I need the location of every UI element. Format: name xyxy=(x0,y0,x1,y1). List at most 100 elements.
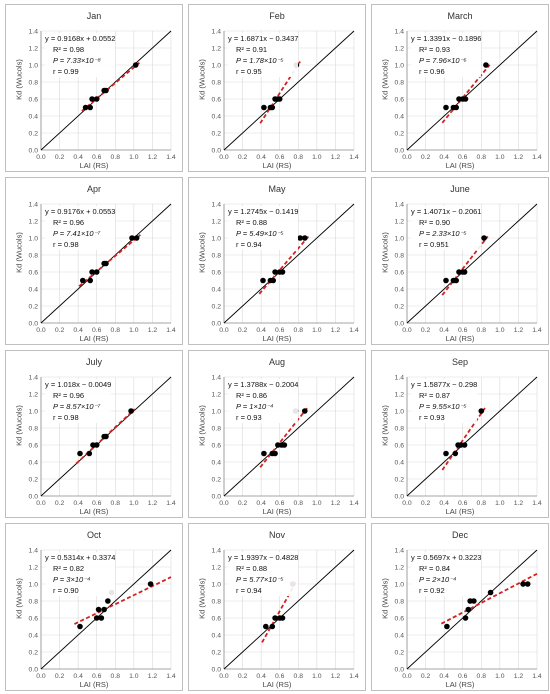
y-tick-label: 0.0 xyxy=(29,147,39,154)
y-tick-label: 0.4 xyxy=(212,459,222,466)
x-tick-label: 0.8 xyxy=(294,673,304,680)
regression-equation: y = 0.5314x + 0.3374 xyxy=(45,553,116,562)
data-point xyxy=(483,62,489,68)
y-tick-label: 1.0 xyxy=(395,235,405,242)
data-point xyxy=(279,269,286,275)
identity-line xyxy=(406,549,538,670)
trend-line xyxy=(78,234,141,288)
regression-equation: y = 1.3391x − 0.1896 xyxy=(411,34,482,43)
x-axis-label: LAI (RS) xyxy=(262,334,292,343)
panel-title: March xyxy=(447,11,473,21)
data-point xyxy=(261,104,267,111)
y-tick-label: 1.4 xyxy=(212,201,222,208)
x-tick-label: 0.6 xyxy=(275,327,285,334)
data-point xyxy=(93,442,100,448)
y-axis-label: Kd (Wucols) xyxy=(197,59,207,100)
panel-title: Dec xyxy=(451,530,468,540)
regression-stats: y = 1.5877x − 0.298 R² = 0.87 P = 9.55×10⁻… xyxy=(411,379,478,423)
x-tick-label: 0.2 xyxy=(55,327,65,334)
y-tick-label: 0.2 xyxy=(29,476,39,483)
panel-title: Nov xyxy=(268,530,285,540)
chart-panel-march: 0.0 0.0 0.2 0.2 0.4 0.4 0.6 0.6 0.8 0.8 1.0 1.0 1.2 1… xyxy=(371,4,549,172)
y-tick-label: 1.0 xyxy=(212,62,222,69)
y-tick-label: 0.0 xyxy=(212,320,222,327)
x-axis-label: LAI (RS) xyxy=(262,161,292,170)
y-tick-label: 0.2 xyxy=(395,476,405,483)
x-tick-label: 0.2 xyxy=(421,500,431,507)
x-tick-label: 1.0 xyxy=(312,154,322,161)
x-tick-label: 1.4 xyxy=(349,673,359,680)
data-point xyxy=(82,104,89,111)
x-tick-label: 0.8 xyxy=(477,673,487,680)
r-squared: R² = 0.96 xyxy=(53,391,85,400)
y-tick-label: 0.4 xyxy=(29,459,39,466)
data-point xyxy=(297,235,303,241)
data-point xyxy=(79,277,86,284)
x-tick-label: 0.6 xyxy=(458,673,468,680)
y-tick-label: 1.4 xyxy=(212,547,222,554)
x-tick-label: 0.0 xyxy=(402,500,412,507)
x-tick-label: 1.2 xyxy=(148,154,158,161)
panel-title: May xyxy=(268,184,286,194)
identity-line xyxy=(223,203,355,324)
regression-equation: y = 1.018x − 0.0049 xyxy=(45,380,112,389)
x-tick-label: 0.0 xyxy=(219,154,229,161)
panel-title: Oct xyxy=(86,530,101,540)
chart-panel-apr: 0.0 0.0 0.2 0.2 0.4 0.4 0.6 0.6 0.8 0.8 1.0 1.0 1.2 1… xyxy=(5,177,183,345)
chart-panel-june: 0.0 0.0 0.2 0.2 0.4 0.4 0.6 0.6 0.8 0.8 1.0 1.0 1.2 1… xyxy=(371,177,549,345)
correlation-r: r = 0.95 xyxy=(236,67,262,76)
y-axis-label: Kd (Wucols) xyxy=(380,578,390,619)
y-tick-label: 1.4 xyxy=(29,547,39,554)
p-value: P = 1×10⁻⁴ xyxy=(236,402,274,411)
x-tick-label: 1.4 xyxy=(349,327,359,334)
y-tick-label: 0.0 xyxy=(212,666,222,673)
x-tick-label: 0.8 xyxy=(111,154,121,161)
y-tick-label: 1.2 xyxy=(395,45,405,52)
plot-svg: 0.00.0 0.2 0.2 0.4 0.4 0.6 0.6 0.8 0.8 1.0 1.0 1.2 1… xyxy=(29,201,176,334)
x-tick-label: 1.0 xyxy=(129,500,139,507)
y-tick-label: 0.6 xyxy=(212,96,222,103)
y-tick-label: 0.6 xyxy=(29,269,39,276)
p-value: P = 5.77×10⁻⁵ xyxy=(236,575,284,584)
data-point xyxy=(524,581,531,587)
data-point xyxy=(453,104,460,111)
regression-stats: y = 1.4071x − 0.2061 R² = 0.90 P = 2.33×10… xyxy=(411,206,482,250)
y-tick-label: 0.0 xyxy=(212,147,222,154)
y-tick-label: 0.4 xyxy=(29,632,39,639)
x-tick-label: 1.4 xyxy=(166,327,176,334)
y-axis-label: Kd (Wucols) xyxy=(14,59,24,100)
y-tick-label: 0.6 xyxy=(395,615,405,622)
y-tick-label: 1.2 xyxy=(395,564,405,571)
chart-panel-may: 0.0 0.0 0.2 0.2 0.4 0.4 0.6 0.6 0.8 0.8 1.0 1.0 1.2 1… xyxy=(188,177,366,345)
y-tick-label: 1.2 xyxy=(212,564,222,571)
y-tick-label: 1.0 xyxy=(29,408,39,415)
x-tick-label: 1.4 xyxy=(349,500,359,507)
chart-panel-july: 0.0 0.0 0.2 0.2 0.4 0.4 0.6 0.6 0.8 0.8 1.0 1.0 1.2 1… xyxy=(5,350,183,518)
y-tick-label: 1.0 xyxy=(29,62,39,69)
x-tick-label: 0.4 xyxy=(73,327,83,334)
y-tick-label: 1.2 xyxy=(212,45,222,52)
correlation-r: r = 0.96 xyxy=(419,67,445,76)
data-point xyxy=(443,277,449,284)
y-axis-label: Kd (Wucols) xyxy=(14,578,24,619)
chart-panel-jan: 0.0 0.0 0.2 0.2 0.4 0.4 0.6 0.6 0.8 0.8 1.0 1.0 1.2 1… xyxy=(5,4,183,172)
x-tick-label: 0.8 xyxy=(294,327,304,334)
chart-panel-nov: 0.0 0.0 0.2 0.2 0.4 0.4 0.6 0.6 0.8 0.8 1.0 1.0 1.2 1… xyxy=(188,523,366,691)
r-squared: R² = 0.84 xyxy=(419,564,451,573)
x-tick-label: 0.0 xyxy=(402,327,412,334)
x-tick-label: 1.2 xyxy=(331,154,341,161)
data-point xyxy=(453,277,460,284)
correlation-r: r = 0.98 xyxy=(53,240,79,249)
x-tick-label: 1.4 xyxy=(166,500,176,507)
panel-title: July xyxy=(85,357,102,367)
y-tick-label: 0.4 xyxy=(212,286,222,293)
x-tick-label: 1.4 xyxy=(532,500,542,507)
x-tick-label: 1.2 xyxy=(148,500,158,507)
y-tick-label: 0.2 xyxy=(395,649,405,656)
p-value: P = 7.96×10⁻⁶ xyxy=(419,56,467,65)
x-axis-label: LAI (RS) xyxy=(262,680,292,689)
x-tick-label: 0.4 xyxy=(73,500,83,507)
y-tick-label: 1.2 xyxy=(29,564,39,571)
x-tick-label: 0.4 xyxy=(256,500,266,507)
x-tick-label: 0.4 xyxy=(256,154,266,161)
